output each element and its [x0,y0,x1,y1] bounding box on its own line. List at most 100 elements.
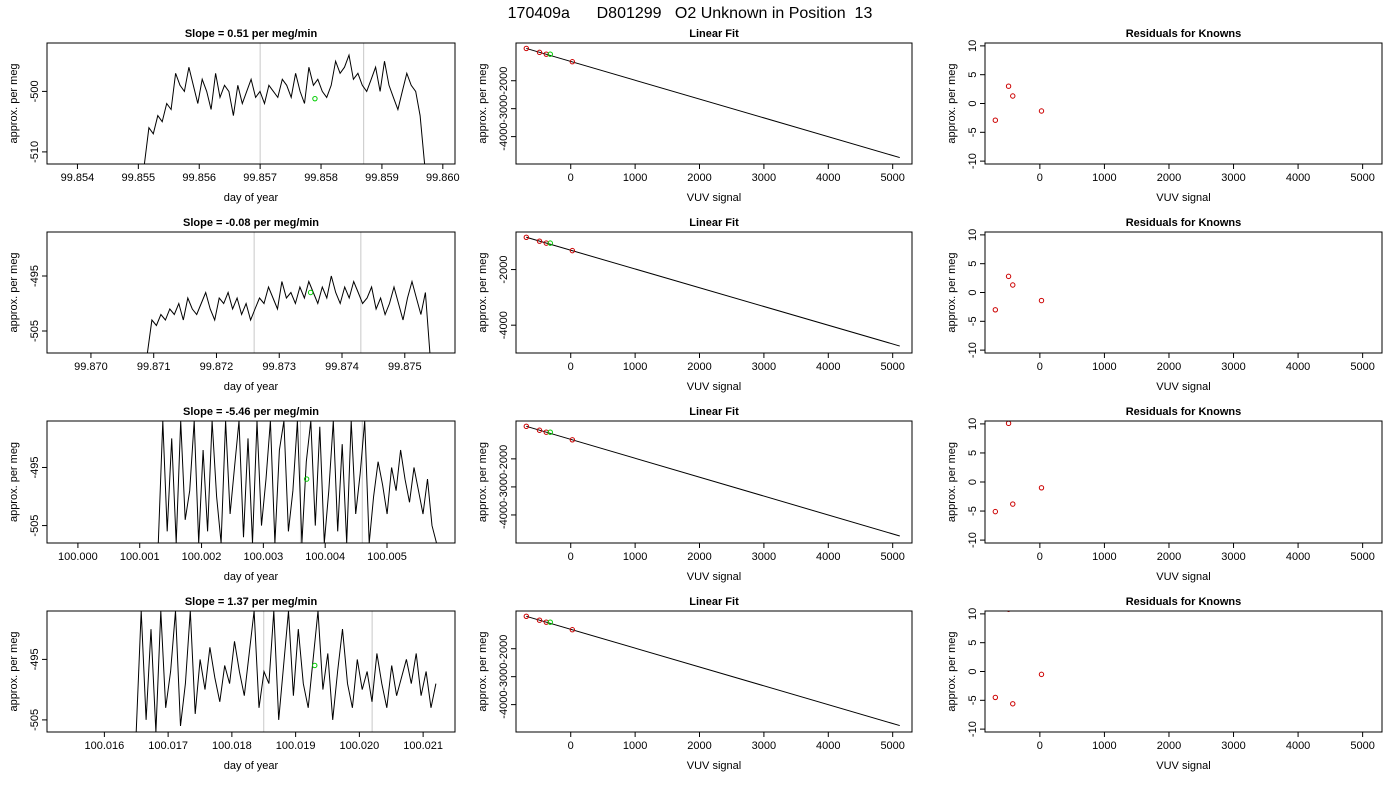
panel-resid-3: Residuals for Knowns 0 1000 2000 3000 4000 500… [946,406,1383,583]
y-tick-label: -5 [967,127,979,137]
unknown-point [547,240,553,246]
x-tick-label: 5000 [880,551,904,563]
plot-area [992,83,1045,123]
x-tick-label: 99.854 [61,172,95,184]
panel-title: Linear Fit [689,406,739,418]
residual-point [1010,701,1016,707]
figure-title: 170409a D801299 O2 Unknown in Position 1… [508,5,873,22]
x-tick-label: 1000 [1092,551,1116,563]
y-tick-label: -510 [29,141,41,163]
residual-point [1005,273,1012,280]
x-tick-label: 1000 [623,740,647,752]
plot-area [523,613,900,727]
x-tick-label: 99.855 [122,172,156,184]
x-tick-label: 5000 [1350,740,1374,752]
x-tick-label: 100.005 [367,551,407,563]
x-tick-label: 0 [568,361,574,373]
plot-area [135,611,437,732]
panels: Slope = 0.51 per meg/min 99.854 99.855 99.8… [8,28,1383,772]
y-tick-label: -2000 [498,255,510,283]
x-tick-label: 1000 [1092,361,1116,373]
x-axis-label: VUV signal [687,192,741,204]
trace-line [143,53,426,164]
residual-point [1038,671,1045,678]
x-axis-label: VUV signal [687,760,741,772]
x-tick-label: 100.019 [276,740,316,752]
x-tick-label: 3000 [1221,361,1245,373]
x-tick-label: 3000 [752,361,776,373]
x-tick-label: 4000 [1286,551,1310,563]
panel-title: Slope = -0.08 per meg/min [183,217,319,229]
panel-fit-2: Linear Fit 0 1000 2000 3000 4000 5000 -4000 -200… [477,217,913,393]
x-tick-label: 100.004 [305,551,345,563]
y-axis-label: approx. per meg [946,63,958,143]
plot-frame [984,420,1383,544]
x-tick-label: 0 [568,551,574,563]
green-point [312,95,318,102]
x-tick-label: 100.020 [339,740,379,752]
y-tick-label: -10 [967,153,979,169]
residual-point [992,307,999,313]
known-point [569,59,576,65]
plot-area [992,611,1045,707]
y-tick-label: 10 [967,229,979,241]
x-tick-label: 5000 [880,361,904,373]
x-tick-label: 99.872 [200,361,234,373]
y-tick-label: -500 [29,80,41,102]
x-tick-label: 1000 [1092,172,1116,184]
y-tick-label: 5 [967,72,979,78]
x-tick-label: 99.873 [262,361,296,373]
plot-area [523,45,900,159]
y-axis-label: approx. per meg [8,252,20,332]
plot-frame [515,420,913,544]
x-axis-label: VUV signal [687,381,741,393]
trace-line [146,275,431,353]
panel-trace-3: Slope = -5.46 per meg/min 100.000 100.001 1… [8,406,456,583]
x-tick-label: 2000 [1157,740,1181,752]
x-tick-label: 4000 [1286,740,1310,752]
plot-frame [984,42,1383,165]
y-axis-label: approx. per meg [477,442,489,522]
y-tick-label: -5 [967,695,979,705]
x-tick-label: 4000 [1286,361,1310,373]
y-tick-label: -495 [29,456,41,478]
x-tick-label: 2000 [1157,172,1181,184]
x-tick-label: 2000 [1157,361,1181,373]
y-tick-label: -10 [967,532,979,548]
x-tick-label: 0 [1037,740,1043,752]
panel-title: Slope = 1.37 per meg/min [185,596,318,608]
x-tick-label: 100.000 [58,551,98,563]
x-tick-label: 4000 [816,740,840,752]
y-tick-label: -4000 [498,311,510,339]
y-tick-label: -5 [967,506,979,516]
trace-line [157,421,437,543]
x-tick-label: 99.859 [365,172,399,184]
residual-point [992,508,999,515]
panel-trace-4: Slope = 1.37 per meg/min 100.016 100.017 10… [8,596,456,772]
y-tick-label: -2000 [498,67,510,95]
y-tick-label: 10 [967,40,979,52]
x-axis-label: day of year [224,381,279,393]
residual-point [1010,282,1016,288]
y-tick-label: -505 [29,709,41,731]
x-axis-label: VUV signal [1156,571,1210,583]
y-tick-label: -2000 [498,445,510,473]
known-point [536,617,543,623]
fit-line [526,236,900,347]
plot-frame [46,420,456,544]
known-point [523,234,530,240]
panel-trace-2: Slope = -0.08 per meg/min 99.870 99.871 99.… [8,217,456,393]
panel-resid-4: Residuals for Knowns 0 1000 2000 3000 4000 500… [946,596,1383,772]
x-tick-label: 1000 [1092,740,1116,752]
x-tick-label: 3000 [752,551,776,563]
x-axis-label: VUV signal [1156,760,1210,772]
y-tick-label: 0 [967,100,979,106]
x-tick-label: 5000 [1350,551,1374,563]
unknown-point [547,51,553,57]
y-axis-label: approx. per meg [946,442,958,522]
panel-trace-1: Slope = 0.51 per meg/min 99.854 99.855 99.8… [8,28,460,204]
known-point [523,45,530,52]
x-tick-label: 3000 [752,740,776,752]
y-axis-label: approx. per meg [477,63,489,143]
x-tick-label: 2000 [1157,551,1181,563]
